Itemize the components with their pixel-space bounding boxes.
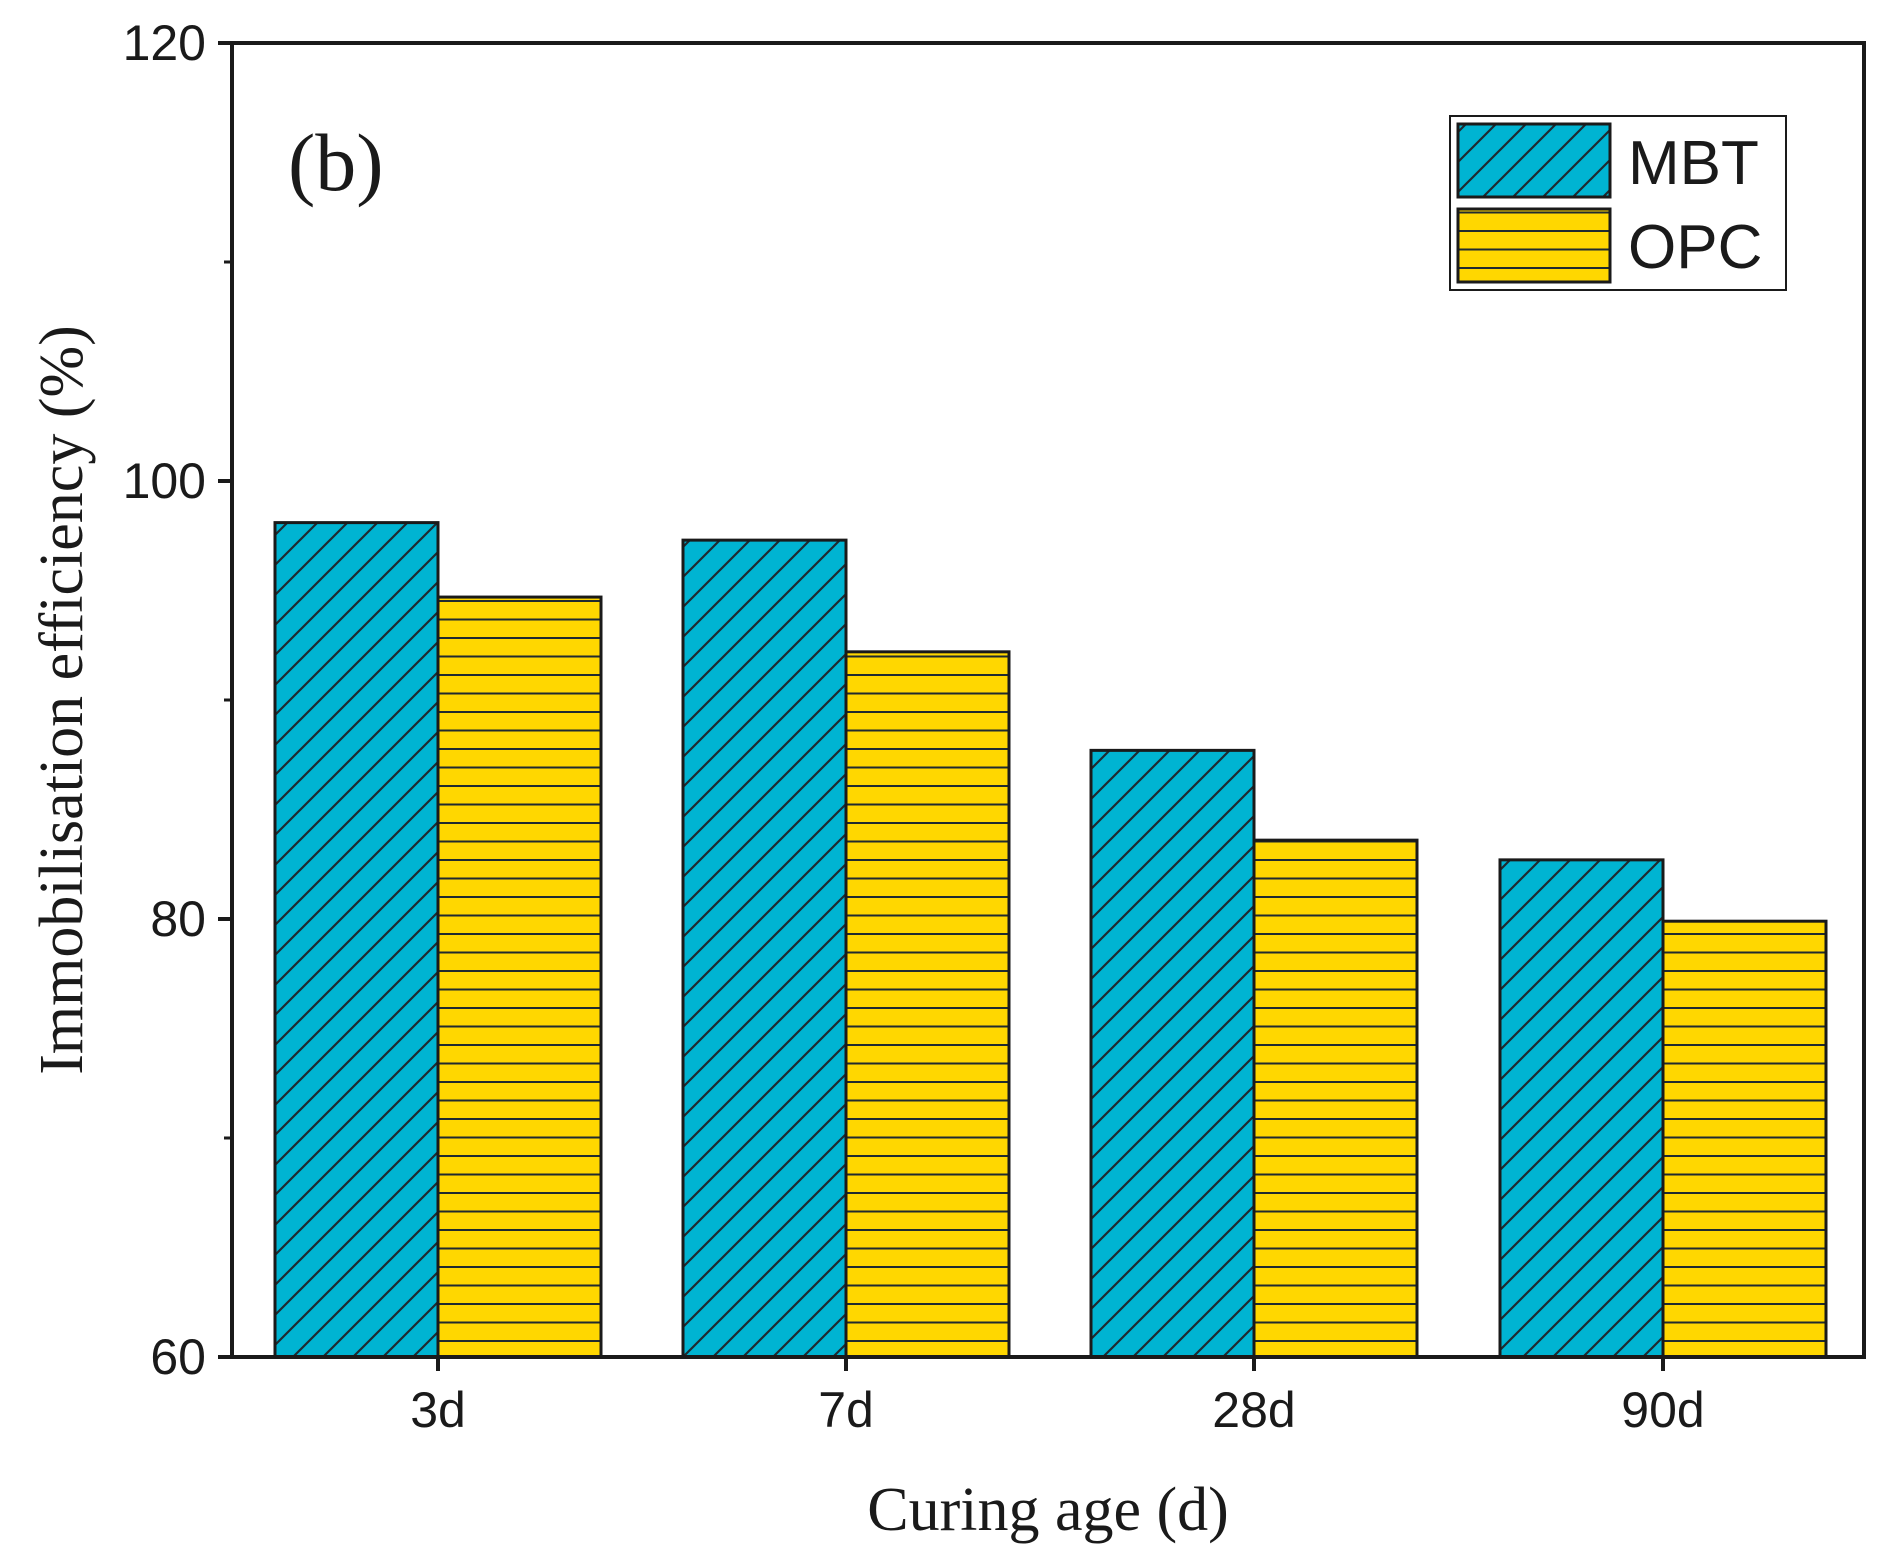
bar-opc-28d [1252, 838, 1419, 1359]
legend: MBT OPC [1449, 115, 1787, 291]
x-axis-title: Curing age (d) [867, 1476, 1229, 1544]
legend-label-mbt: MBT [1628, 129, 1759, 198]
bar-mbt-7d [681, 538, 848, 1359]
y-tick-label: 120 [123, 15, 206, 71]
x-axis: 3d 7d 28d 90d [410, 1357, 1705, 1438]
bar-opc-90d [1661, 919, 1828, 1359]
bar-mbt-3d [273, 521, 440, 1359]
x-tick-label-3d: 3d [410, 1382, 466, 1438]
legend-label-opc: OPC [1628, 213, 1762, 282]
bar-opc-7d [844, 650, 1011, 1359]
panel-label: (b) [288, 117, 384, 208]
y-tick-label: 100 [123, 453, 206, 509]
x-tick-label-90d: 90d [1621, 1382, 1704, 1438]
bars-layer [273, 521, 1828, 1359]
y-axis: 60 80 100 120 [123, 15, 232, 1385]
bar-opc-3d [436, 595, 603, 1359]
x-tick-label-7d: 7d [818, 1382, 874, 1438]
bar-mbt-90d [1498, 858, 1665, 1359]
y-tick-label: 60 [150, 1329, 206, 1385]
y-axis-title: Immobilisation efficiency (%) [28, 325, 96, 1075]
legend-swatch-opc [1456, 207, 1612, 284]
y-tick-label: 80 [150, 891, 206, 947]
legend-swatch-mbt [1456, 122, 1612, 199]
bar-mbt-28d [1089, 748, 1256, 1359]
x-tick-label-28d: 28d [1212, 1382, 1295, 1438]
